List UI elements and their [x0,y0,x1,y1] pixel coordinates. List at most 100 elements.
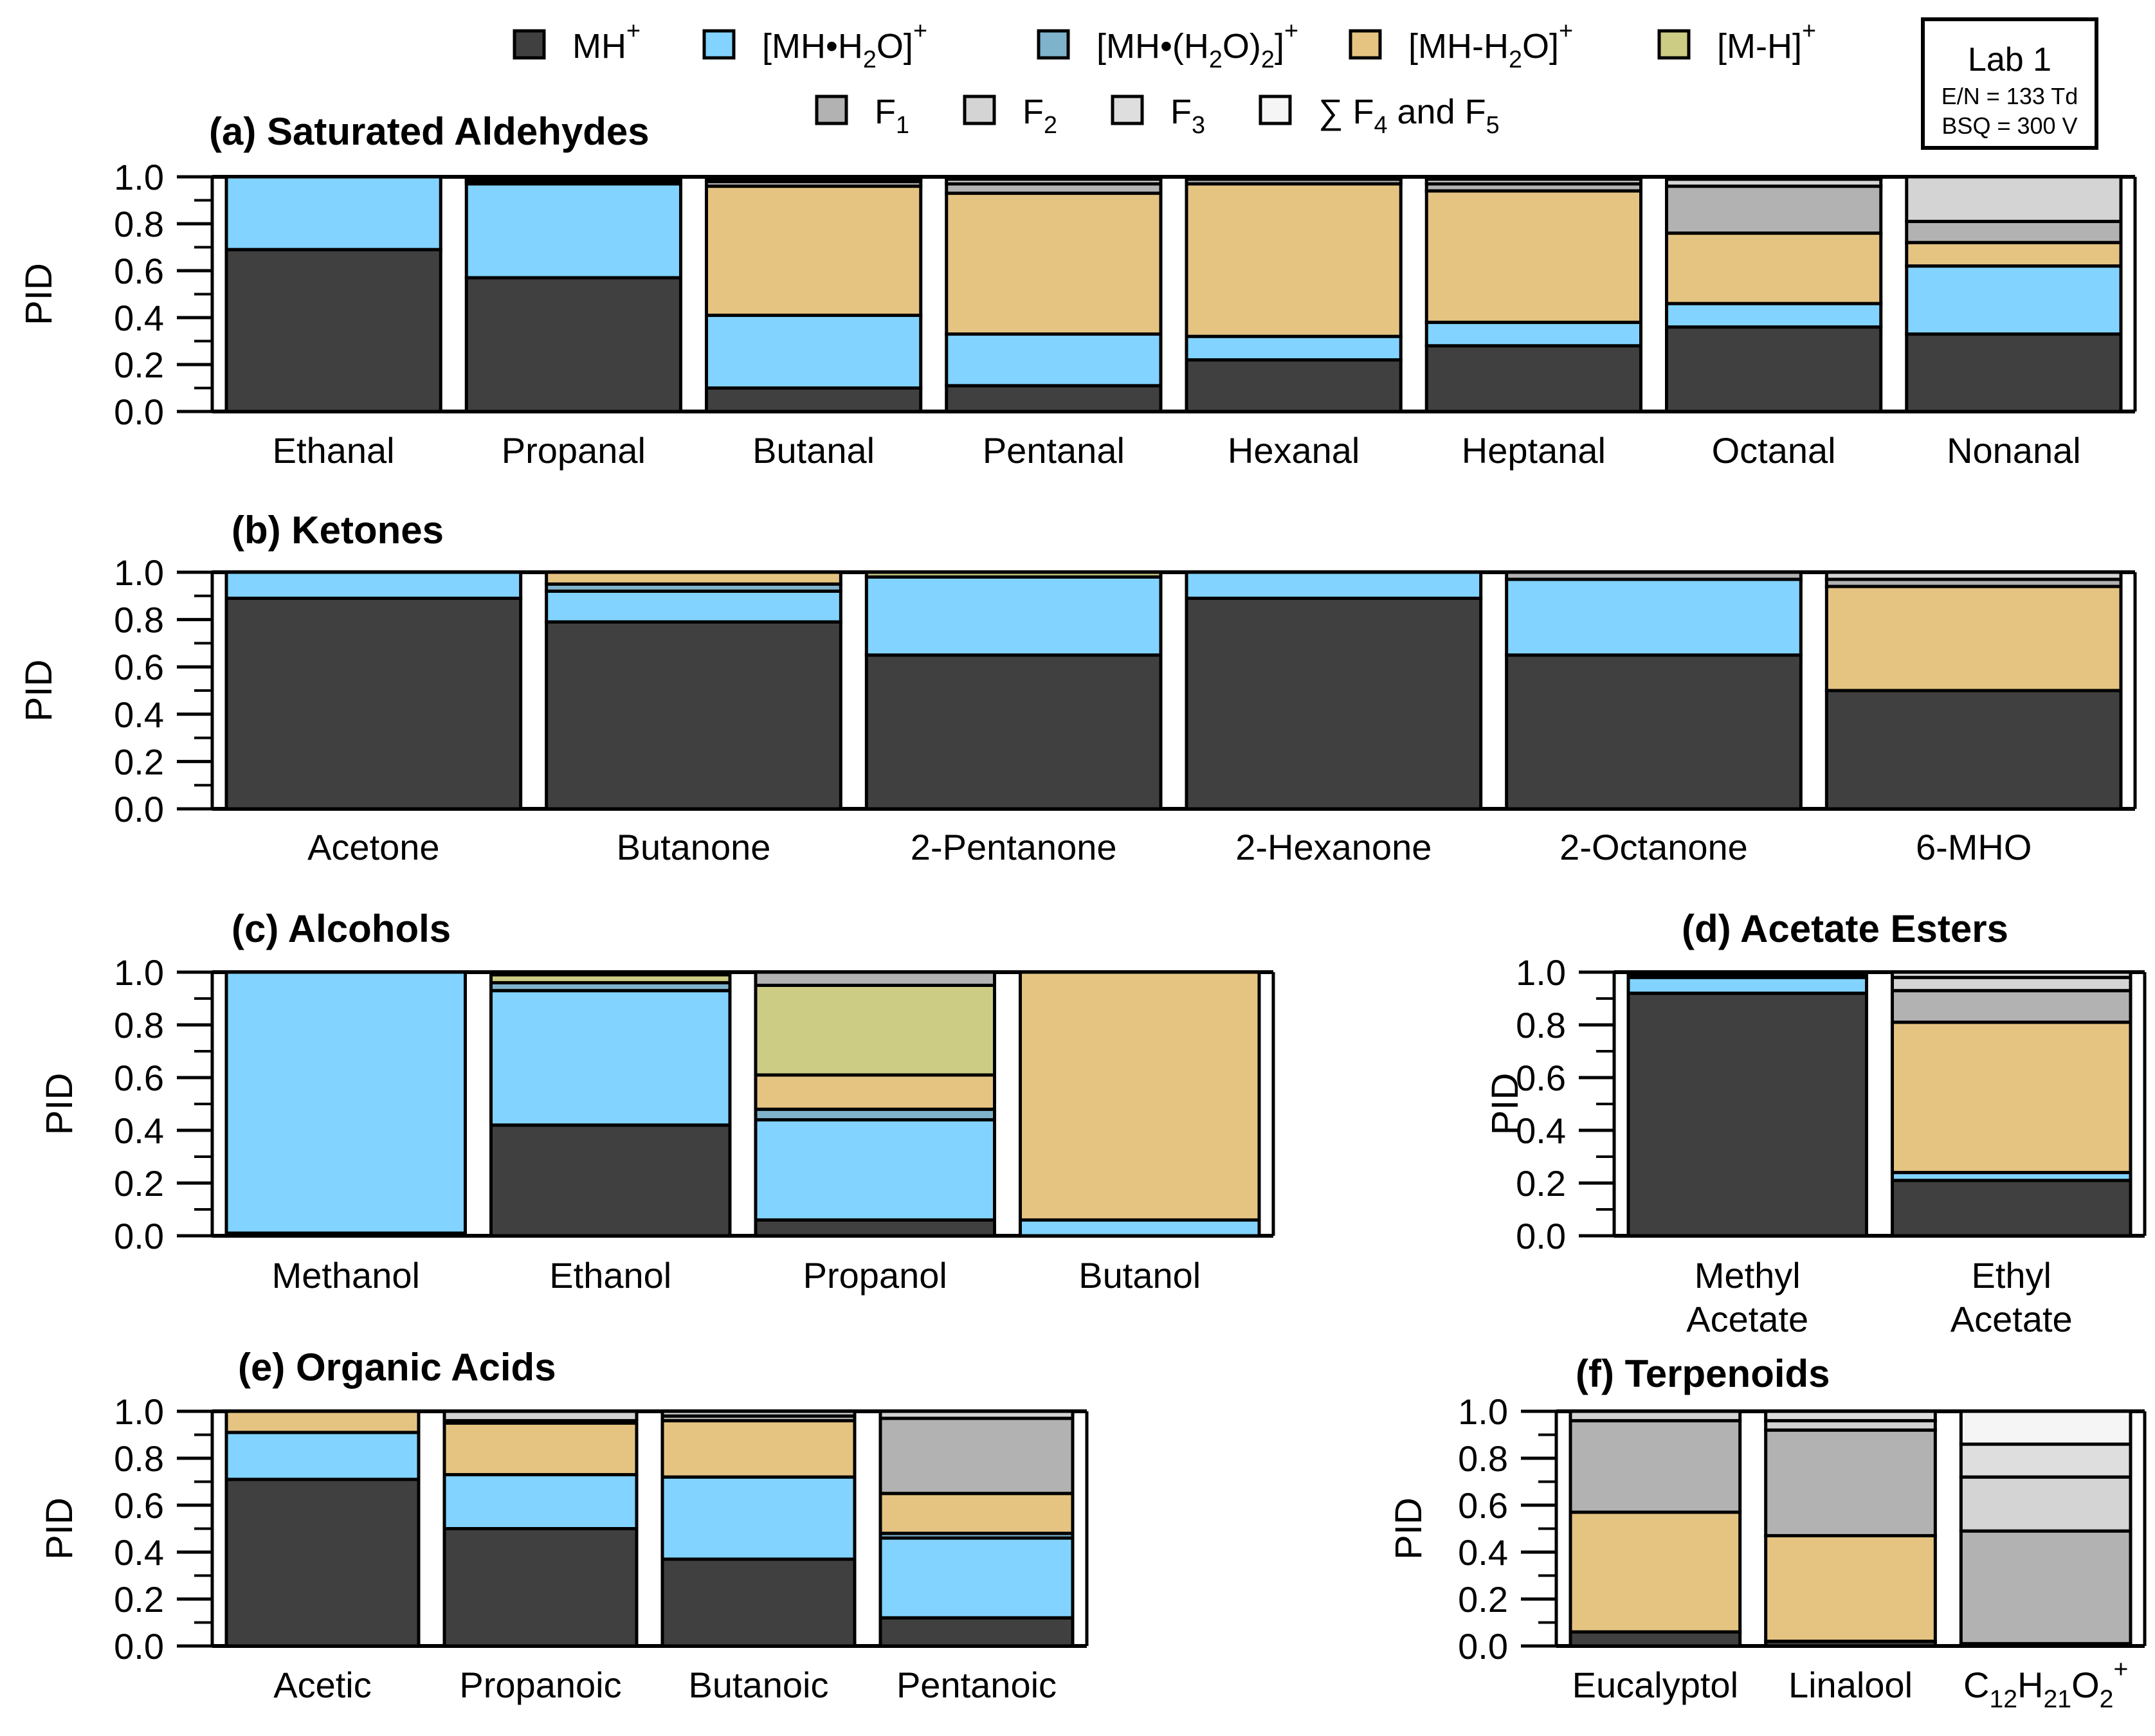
bar-segment-mh [1626,991,1868,1238]
legend-label-part: 3 [1192,112,1205,139]
legend-label-part: O] [1522,27,1559,66]
x-tick-label: Propanoic [459,1665,621,1705]
legend-swatch [1349,29,1382,60]
bar-segment-m-h [754,984,996,1077]
x-tick-label: Nonanal [1947,430,2081,471]
y-tick-label: 0.4 [114,1532,164,1573]
y-tick-label: 0.6 [114,1058,164,1098]
y-tick-label: 1.0 [114,157,164,197]
legend-swatch [1111,95,1144,125]
bar-segment-f2 [878,1409,1075,1420]
x-tick-label: Ethyl Acetate [1950,1255,2073,1339]
bar-octanal [1665,175,1883,413]
y-tick-label: 0.0 [114,392,164,432]
bar-pentanoic [878,1409,1075,1648]
legend-label-part: + [1802,17,1816,44]
bar-segment-f1 [754,970,996,987]
legend-label: [MH•(H2O)2]+ [1096,17,1298,73]
legend-item: [MH•H2O]+ [702,17,927,73]
legend-label: [MH-H2O]+ [1408,17,1573,73]
x-tick-label-part: 2 [2100,1686,2114,1713]
bar-segment-mh-h2o [1905,264,2123,336]
y-tick-label: 0.0 [114,1626,164,1667]
x-tick-label-line: Methyl [1695,1255,1801,1296]
legend-label-part: 2 [863,46,877,73]
bar-butanoic [660,1409,857,1648]
bar-segment-f1 [1505,570,1803,581]
legend-item: F2 [963,93,1057,139]
y-tick-label: 0.6 [114,647,164,687]
bar-segment-mh [1905,332,2123,413]
bar-segment-mh-h2o [878,1492,1075,1535]
x-tick-label: Eucalyptol [1572,1665,1738,1705]
info-box-title: Lab 1 [1968,41,2051,78]
bar-segment-mh [705,386,923,413]
panel-b: (b) Ketones PID 0.0 0.2 0.4 0.6 0.8 1.0 Acetone B… [18,509,2137,867]
y-tick-label: 0.6 [1458,1485,1508,1526]
bar-ethanal [224,175,442,413]
bar-segment-mh-h2o [878,1536,1075,1620]
panel-title: (c) Alcohols [232,907,451,950]
x-tick-label: Propanal [502,430,646,471]
bar-butanone [545,570,842,811]
y-axis-label: PID [1388,1497,1430,1560]
x-tick-label-part: Linalool [1788,1665,1913,1705]
bar-segment-mh-h2o [1905,240,2123,268]
info-box-frame [1921,17,2098,150]
bar-segment-mh [1505,653,1803,811]
legend-label: [M-H]+ [1717,17,1816,66]
legend-swatch [963,95,996,125]
legend-swatch [702,29,736,60]
bar-acetic [224,1409,421,1648]
y-tick-label: 0.6 [114,1485,164,1526]
y-tick-label: 1.0 [1516,952,1566,993]
legend-label-part: O] [877,27,913,66]
bar-segment-f1 [1959,1529,2132,1645]
y-axis-label: PID [39,1497,80,1560]
x-tick-label: Butanal [752,430,875,471]
legend-swatch [1657,29,1691,60]
y-tick-label: 0.8 [1458,1438,1508,1479]
bar-segment-mh-h2o [1891,1020,2132,1175]
y-tick-label: 0.4 [1516,1110,1566,1151]
legend-label-part: 2 [1044,112,1057,139]
x-tick-label: Pentanal [983,430,1125,471]
legend-label-part: 5 [1486,112,1500,139]
legend-label: ∑ F4 and F5 [1318,93,1500,139]
legend-label-part: + [1284,17,1298,44]
bar-segment-f3 [1665,175,1883,181]
bar-segment-mh-h2o [545,570,842,586]
y-tick-label: 0.4 [114,694,164,735]
y-tick-label: 1.0 [114,552,164,593]
bar-segment-f3 [1424,175,1642,181]
x-tick-label: Butanone [617,827,771,867]
bar-segment-mh-h2o [224,175,442,251]
bar-segment-mh-h2o [1185,334,1403,362]
legend-label-part: [MH-H [1408,27,1509,66]
x-tick-label: Methanol [272,1255,420,1296]
x-tick-label-part: + [2113,1656,2128,1683]
bar-segment-mh-h2o [464,182,682,280]
legend-label-part: and F [1388,93,1486,131]
legend-swatch [1037,29,1070,60]
bar-segment-f2 [1959,1475,2132,1533]
bar-segment-mh [1185,358,1403,413]
bar-segment-mh-h2o [1665,302,1883,329]
panel-e: (e) Organic Acids PID 0.0 0.2 0.4 0.6 0.8 1.0 Ac… [39,1346,1089,1705]
x-tick-label: Butanol [1078,1255,1201,1296]
legend-swatch [1259,95,1292,125]
legend-label-part: [MH•(H [1096,27,1209,66]
legend-item: [M-H]+ [1657,17,1816,66]
panel-title: (f) Terpenoids [1576,1352,1830,1395]
legend-label-part: F [875,93,896,131]
bar-segment-f3 [1959,1442,2132,1479]
legend-item: [MH•(H2O)2]+ [1037,17,1298,73]
bar-butanol [1019,970,1261,1238]
y-tick-label: 0.2 [114,1579,164,1620]
x-tick-label-line: Ethyl [1972,1255,2052,1296]
bar-segment-mh [878,1616,1075,1648]
bar-segment-f2 [464,175,682,181]
bar-segment-f1 [1905,219,2123,244]
bar-segment-mh [1824,689,2123,811]
y-tick-label: 1.0 [1458,1391,1508,1432]
